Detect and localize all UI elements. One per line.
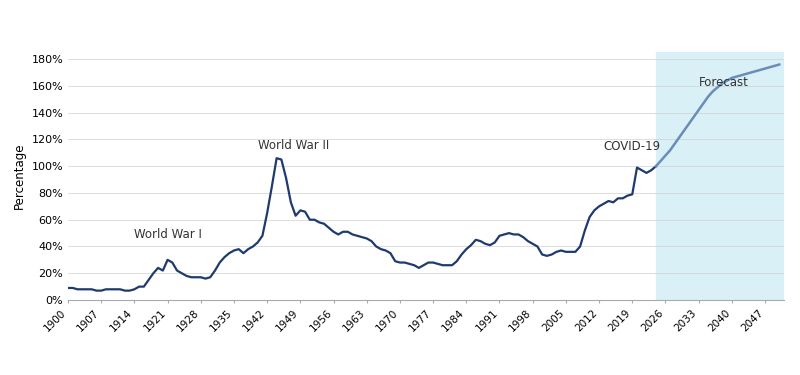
Text: World War I: World War I bbox=[134, 228, 202, 242]
Text: COVID-19: COVID-19 bbox=[604, 140, 661, 153]
Y-axis label: Percentage: Percentage bbox=[13, 143, 26, 210]
Text: Forecast: Forecast bbox=[698, 76, 749, 89]
Bar bbox=[656, 53, 784, 300]
Text: World War II: World War II bbox=[258, 139, 329, 152]
